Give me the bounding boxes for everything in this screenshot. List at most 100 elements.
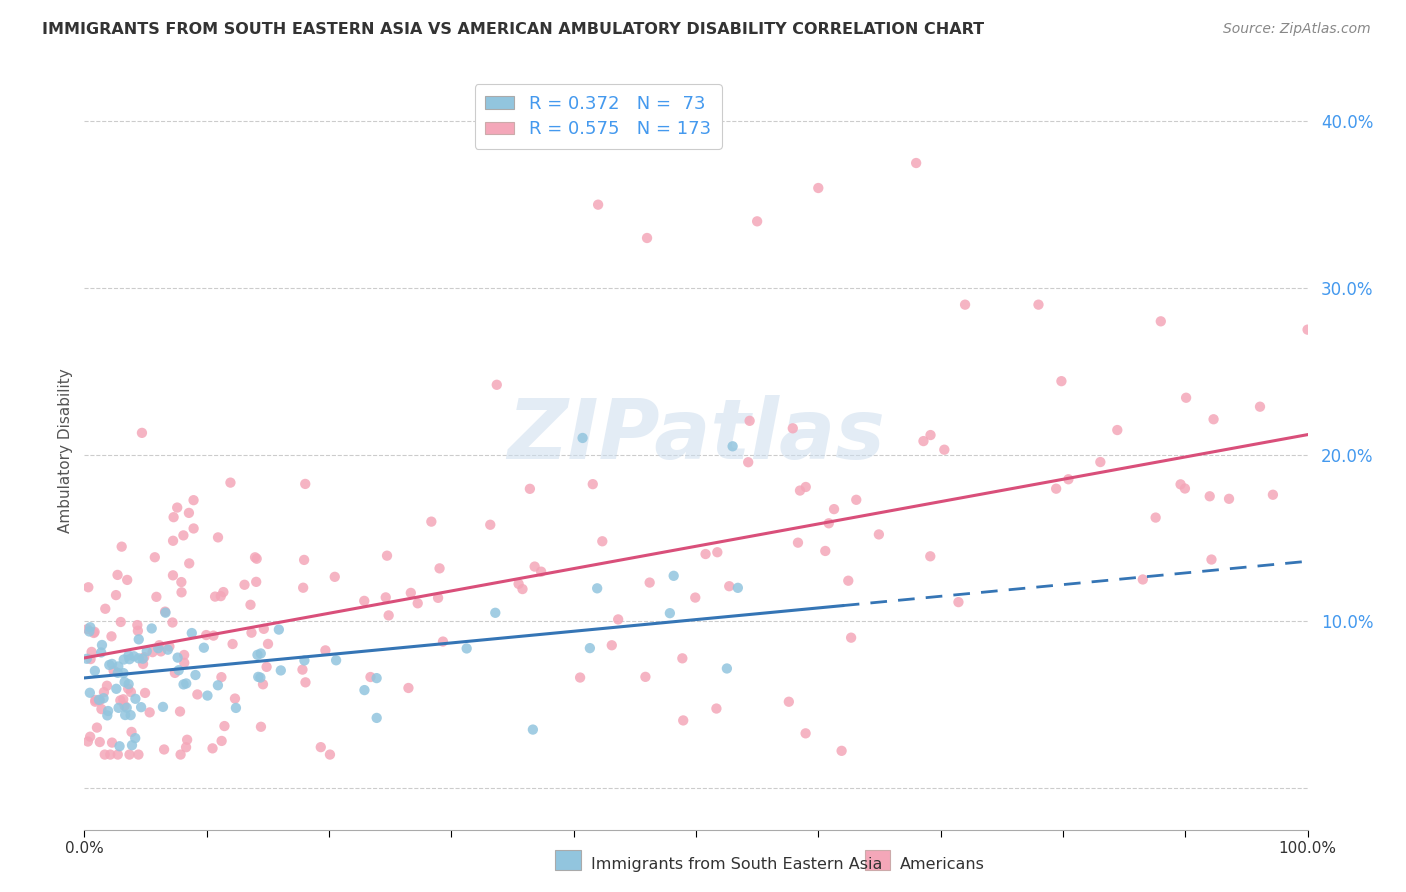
Point xyxy=(1174,482,1197,496)
Point xyxy=(128,632,150,647)
Point xyxy=(1218,491,1240,506)
Point xyxy=(672,714,695,728)
Point xyxy=(905,156,928,170)
Point xyxy=(204,590,226,604)
Point xyxy=(309,740,332,755)
Point xyxy=(163,665,186,680)
Point xyxy=(112,652,135,666)
Point xyxy=(145,590,167,604)
Point xyxy=(695,547,717,561)
Point xyxy=(90,702,112,716)
Point xyxy=(399,586,422,600)
Point xyxy=(249,671,271,685)
Point xyxy=(131,425,153,440)
Point xyxy=(591,534,613,549)
Point xyxy=(934,442,956,457)
Point xyxy=(245,574,267,589)
Point xyxy=(360,670,382,684)
Point xyxy=(129,700,152,714)
Point xyxy=(920,549,942,564)
Point xyxy=(107,568,129,582)
Point xyxy=(1170,477,1192,491)
Point xyxy=(817,516,839,531)
Text: Source: ZipAtlas.com: Source: ZipAtlas.com xyxy=(1223,22,1371,37)
Point xyxy=(174,740,197,755)
Point xyxy=(522,723,544,737)
Point xyxy=(319,747,342,762)
Point xyxy=(115,700,138,714)
Point xyxy=(107,701,129,715)
Point xyxy=(128,651,150,665)
Point xyxy=(118,652,141,666)
Point xyxy=(586,197,609,211)
Point xyxy=(374,591,396,605)
Point xyxy=(162,615,184,630)
Point xyxy=(121,725,143,739)
Point xyxy=(1261,488,1284,502)
Point xyxy=(84,695,107,709)
Point xyxy=(162,568,184,582)
Point xyxy=(823,502,845,516)
Point xyxy=(90,645,112,659)
Point xyxy=(83,626,105,640)
Point xyxy=(169,747,191,762)
Point xyxy=(211,734,233,748)
Point xyxy=(138,706,160,720)
Legend: R = 0.372   N =  73, R = 0.575   N = 173: R = 0.372 N = 73, R = 0.575 N = 173 xyxy=(475,84,721,149)
Point xyxy=(246,551,269,566)
Point xyxy=(101,657,124,671)
Point xyxy=(257,637,280,651)
Point xyxy=(366,671,388,685)
Point xyxy=(912,434,935,448)
FancyBboxPatch shape xyxy=(865,850,890,870)
Point xyxy=(166,650,188,665)
Point xyxy=(179,557,201,571)
Point xyxy=(143,550,166,565)
Point xyxy=(96,708,118,723)
Point xyxy=(107,665,129,680)
Point xyxy=(173,656,195,670)
Point xyxy=(114,708,136,723)
Point xyxy=(1144,510,1167,524)
Point xyxy=(79,686,101,700)
Point xyxy=(224,691,246,706)
Point xyxy=(155,606,177,620)
Point xyxy=(325,653,347,667)
Point xyxy=(706,701,728,715)
Point xyxy=(600,638,623,652)
Point xyxy=(183,493,205,508)
Point xyxy=(845,492,868,507)
Point xyxy=(101,736,124,750)
Point xyxy=(127,747,149,762)
Point xyxy=(353,683,375,698)
Point xyxy=(737,455,759,469)
Point xyxy=(170,575,193,590)
Point xyxy=(787,535,810,549)
Point xyxy=(207,678,229,692)
Point xyxy=(716,661,738,675)
Point xyxy=(607,612,630,626)
Point xyxy=(685,591,707,605)
Point xyxy=(112,666,135,681)
Point xyxy=(201,741,224,756)
Point xyxy=(167,663,190,677)
Point xyxy=(427,591,450,605)
Point xyxy=(98,747,121,762)
Point xyxy=(173,648,195,662)
Point xyxy=(1198,489,1220,503)
Point xyxy=(1249,400,1271,414)
Text: ZIPatlas: ZIPatlas xyxy=(508,395,884,475)
Point xyxy=(183,521,205,535)
Point xyxy=(80,645,103,659)
Point xyxy=(485,377,508,392)
Point xyxy=(233,578,256,592)
Point xyxy=(105,588,128,602)
Point xyxy=(108,739,131,754)
Point xyxy=(571,431,593,445)
Point xyxy=(778,695,800,709)
Point xyxy=(105,681,128,696)
Point xyxy=(98,657,121,672)
Point xyxy=(920,428,942,442)
Text: Americans: Americans xyxy=(900,857,984,872)
Point xyxy=(162,533,184,548)
